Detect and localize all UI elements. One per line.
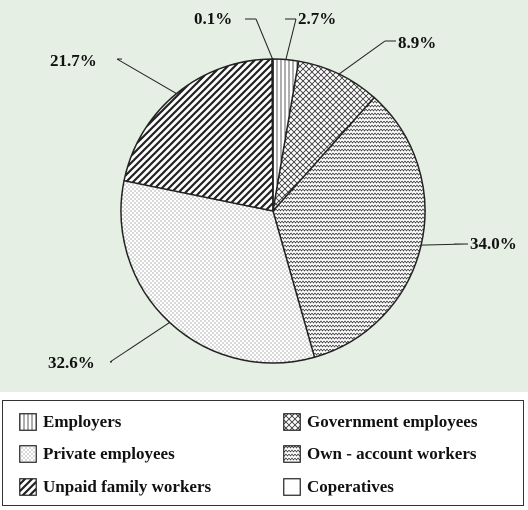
pie-slice-government xyxy=(271,60,376,214)
data-label-government: 8.9% xyxy=(398,33,436,52)
legend-label: Unpaid family workers xyxy=(43,477,212,496)
legend-swatch-employers xyxy=(19,413,37,431)
data-label-coperatives: 0.1% xyxy=(194,9,232,28)
chart-panel: 2.7% 8.9% 34.0% 32.6% 21.7% 0.1% xyxy=(0,0,528,392)
legend-label: Government employees xyxy=(307,412,478,431)
legend-swatch-unpaid xyxy=(19,478,37,496)
legend-item-private: Private employees xyxy=(19,443,175,465)
legend-label: Private employees xyxy=(43,444,175,463)
legend-item-coperatives: Coperatives xyxy=(283,476,394,498)
pie-slice-unpaid xyxy=(123,58,274,212)
chart-legend: Employers Government employees Private emp… xyxy=(2,400,524,506)
pie-slice-coperatives xyxy=(271,58,274,212)
legend-label: Coperatives xyxy=(307,477,394,496)
leader-line-employers xyxy=(285,18,297,60)
legend-item-government: Government employees xyxy=(283,411,477,433)
legend-swatch-private xyxy=(19,445,37,463)
legend-item-unpaid: Unpaid family workers xyxy=(19,476,211,498)
legend-label: Own - account workers xyxy=(307,444,477,463)
leader-line-government xyxy=(338,40,386,75)
legend-label: Employers xyxy=(43,412,122,431)
legend-item-ownaccount: Own - account workers xyxy=(283,443,477,465)
data-label-unpaid: 21.7% xyxy=(50,51,97,70)
pie-chart: 2.7% 8.9% 34.0% 32.6% 21.7% 0.1% xyxy=(48,9,517,372)
leader-line-private xyxy=(109,322,170,363)
leader-line-unpaid xyxy=(116,58,177,95)
data-label-employers: 2.7% xyxy=(298,9,336,28)
pie-slice-private xyxy=(120,179,316,364)
legend-swatch-ownaccount xyxy=(283,445,301,463)
leader-line-coperatives xyxy=(255,18,273,60)
legend-item-employers: Employers xyxy=(19,411,121,433)
legend-swatch-coperatives xyxy=(283,478,301,496)
data-label-private: 32.6% xyxy=(48,353,95,372)
data-label-ownaccount: 34.0% xyxy=(470,234,517,253)
legend-swatch-government xyxy=(283,413,301,431)
